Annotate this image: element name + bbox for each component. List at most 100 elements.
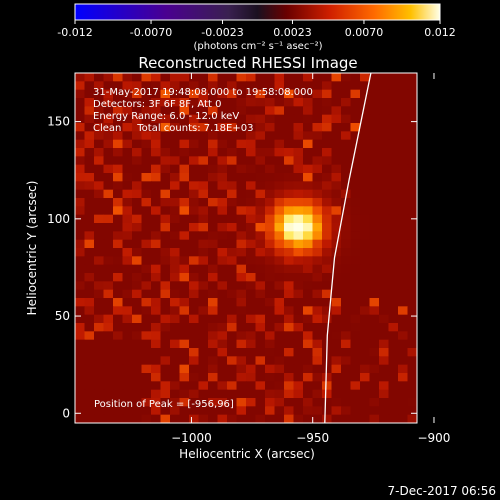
heatmap-cell (198, 206, 209, 216)
heatmap-cell (379, 364, 390, 374)
colorbar-tick-label: -0.0023 (201, 26, 243, 39)
heatmap-cell (312, 339, 323, 349)
heatmap-cell (388, 398, 399, 407)
heatmap-cell (75, 123, 86, 132)
heatmap-cell (341, 198, 352, 207)
heatmap-cell (94, 256, 105, 266)
heatmap-cell (379, 256, 390, 266)
heatmap-cell (103, 298, 114, 307)
heatmap-cell (331, 156, 342, 166)
heatmap-cell (274, 406, 285, 416)
heatmap-cell (170, 173, 181, 182)
heatmap-cell (132, 289, 143, 299)
heatmap-cell (388, 81, 399, 91)
heatmap-cell (217, 406, 228, 416)
heatmap-cell (103, 206, 114, 216)
heatmap-cell (113, 81, 124, 91)
heatmap-cell (284, 306, 295, 316)
heatmap-cell (331, 214, 342, 224)
heatmap-cell (312, 348, 323, 357)
heatmap-cell (293, 331, 304, 341)
heatmap-cell (246, 206, 257, 216)
heatmap-cell (293, 356, 304, 366)
heatmap-cell (246, 306, 257, 316)
heatmap-cell (189, 131, 200, 141)
heatmap-cell (132, 81, 143, 91)
heatmap-cell (113, 131, 124, 141)
heatmap-cell (189, 298, 200, 307)
heatmap-cell (312, 81, 323, 91)
heatmap-cell (284, 406, 295, 416)
heatmap-cell (360, 348, 371, 357)
heatmap-cell (388, 173, 399, 182)
heatmap-cell (122, 198, 133, 207)
heatmap-cell (341, 289, 352, 299)
heatmap-cell (274, 139, 285, 149)
heatmap-cell (398, 256, 409, 266)
heatmap-cell (208, 114, 219, 124)
heatmap-cell (360, 81, 371, 91)
heatmap-cell (293, 181, 304, 191)
heatmap-cell (407, 73, 417, 82)
heatmap-cell (407, 198, 417, 207)
heatmap-cell (122, 306, 133, 316)
heatmap-cell (303, 373, 314, 382)
heatmap-cell (284, 256, 295, 266)
heatmap-cell (198, 339, 209, 349)
heatmap-cell (217, 214, 228, 224)
heatmap-cell (407, 406, 417, 416)
heatmap-cell (208, 348, 219, 357)
heatmap-cell (217, 273, 228, 282)
heatmap-cell (274, 198, 285, 207)
heatmap-cell (398, 156, 409, 166)
heatmap-cell (350, 323, 361, 332)
heatmap-cell (75, 148, 86, 157)
heatmap-cell (189, 181, 200, 191)
heatmap-cell (227, 373, 238, 382)
heatmap-cell (179, 156, 190, 166)
heatmap-cell (75, 73, 86, 82)
heatmap-cell (284, 248, 295, 257)
heatmap-cell (303, 281, 314, 291)
heatmap-cell (132, 398, 143, 407)
heatmap-cell (360, 148, 371, 157)
heatmap-cell (284, 239, 295, 249)
heatmap-cell (312, 156, 323, 166)
heatmap-cell (227, 331, 238, 341)
heatmap-cell (255, 248, 266, 257)
heatmap-cell (75, 348, 86, 357)
heatmap-cell (236, 131, 247, 141)
heatmap-cell (274, 356, 285, 366)
heatmap-cell (360, 406, 371, 416)
heatmap-cell (246, 364, 257, 374)
heatmap-cell (331, 231, 342, 241)
heatmap-cell (132, 414, 143, 423)
heatmap-cell (179, 398, 190, 407)
heatmap-cell (322, 248, 333, 257)
heatmap-cell (350, 306, 361, 316)
heatmap-cell (398, 323, 409, 332)
heatmap-cell (113, 414, 124, 423)
heatmap-cell (160, 164, 171, 174)
heatmap-cell (312, 164, 323, 174)
heatmap-cell (189, 248, 200, 257)
heatmap-cell (217, 414, 228, 423)
heatmap-cell (132, 198, 143, 207)
heatmap-cell (255, 364, 266, 374)
heatmap-cell (189, 364, 200, 374)
heatmap-cell (246, 231, 257, 241)
heatmap-cell (360, 189, 371, 199)
heatmap-cell (255, 73, 266, 82)
heatmap-cell (350, 273, 361, 282)
heatmap-cell (331, 406, 342, 416)
heatmap-cell (189, 323, 200, 332)
heatmap-cell (170, 181, 181, 191)
heatmap-cell (151, 164, 162, 174)
heatmap-cell (122, 114, 133, 124)
heatmap-cell (303, 264, 314, 274)
heatmap-cell (84, 239, 95, 249)
heatmap-cell (151, 81, 162, 91)
heatmap-cell (132, 364, 143, 374)
heatmap-cell (331, 364, 342, 374)
